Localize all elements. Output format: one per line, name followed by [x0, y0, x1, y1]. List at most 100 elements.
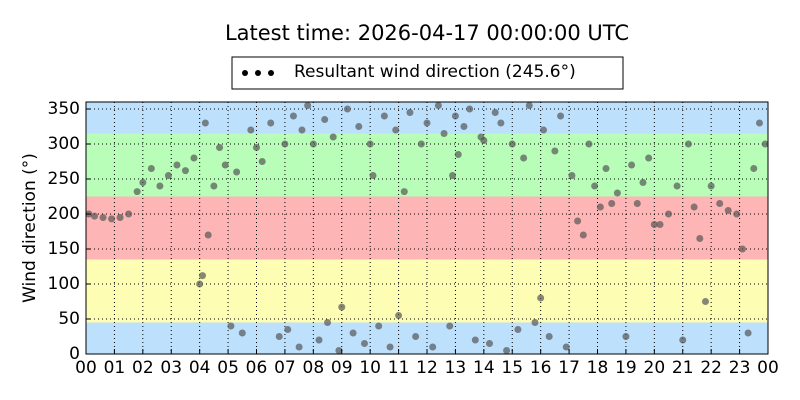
point — [540, 126, 548, 134]
y-axis-label: Wind direction (°) — [20, 153, 40, 303]
point — [386, 343, 394, 351]
point — [591, 182, 599, 190]
point — [503, 347, 511, 354]
point — [412, 333, 420, 340]
point — [508, 140, 516, 148]
point — [650, 221, 658, 228]
point — [744, 329, 752, 337]
x-tick-label: 10 — [359, 358, 381, 378]
point — [486, 340, 494, 347]
point — [125, 210, 133, 218]
point — [349, 329, 357, 337]
point — [738, 245, 746, 253]
point — [429, 343, 437, 351]
point — [679, 336, 687, 344]
point — [684, 140, 692, 148]
point — [449, 172, 457, 179]
bands — [86, 102, 768, 354]
point — [574, 217, 582, 225]
chart-title: Latest time: 2026-04-17 00:00:00 UTC — [225, 21, 629, 45]
x-tick-label: 08 — [303, 358, 325, 378]
point — [267, 119, 275, 127]
point — [417, 140, 425, 148]
legend-label: Resultant wind direction (245.6°) — [294, 62, 576, 82]
point — [275, 333, 283, 340]
point — [147, 165, 155, 172]
point — [520, 154, 528, 162]
point — [355, 123, 363, 130]
ticks: 0 50 100 150 200 250 300 350 00 01 02 03 04 05 06 07 08 0… — [48, 99, 779, 378]
point — [639, 179, 647, 186]
point — [321, 116, 329, 123]
point — [201, 119, 209, 127]
point — [716, 200, 724, 207]
x-tick-label: 11 — [388, 358, 410, 378]
x-tick-label: 22 — [700, 358, 722, 378]
point — [579, 231, 587, 239]
point — [525, 102, 533, 109]
point — [375, 322, 383, 330]
x-tick-label: 00 — [757, 358, 779, 378]
plot-frame — [85, 101, 769, 355]
point — [562, 343, 570, 351]
x-tick-label: 07 — [274, 358, 296, 378]
point — [440, 130, 448, 137]
point — [701, 298, 709, 305]
point — [338, 303, 346, 311]
point — [392, 126, 400, 134]
point — [247, 126, 255, 134]
point — [665, 210, 673, 218]
point — [298, 126, 306, 134]
point — [537, 294, 545, 302]
x-tick-label: 19 — [615, 358, 637, 378]
point — [281, 140, 289, 148]
band — [86, 102, 768, 134]
x-tick-label: 23 — [729, 358, 751, 378]
point — [199, 272, 207, 280]
x-tick-label: 16 — [530, 358, 552, 378]
legend-marker — [255, 70, 261, 76]
x-tick-label: 13 — [445, 358, 467, 378]
point — [253, 144, 260, 151]
point — [99, 214, 107, 221]
point — [514, 326, 522, 333]
x-tick-label: 15 — [501, 358, 523, 378]
point — [233, 168, 241, 176]
x-tick-label: 06 — [246, 358, 268, 378]
point — [309, 140, 317, 148]
point — [460, 123, 468, 130]
point — [116, 214, 124, 221]
point — [400, 188, 408, 196]
x-tick-label: 18 — [587, 358, 609, 378]
y-tick-label: 150 — [48, 239, 80, 259]
x-tick-label: 21 — [672, 358, 694, 378]
point — [324, 319, 332, 326]
point — [545, 333, 553, 340]
legend-box — [231, 56, 624, 90]
y-tick-label: 100 — [48, 274, 80, 294]
point — [284, 326, 292, 333]
y-tick-label: 350 — [48, 99, 80, 119]
x-tick-label: 05 — [217, 358, 239, 378]
point — [608, 200, 616, 207]
point — [380, 112, 388, 120]
point — [750, 165, 758, 172]
point — [696, 235, 704, 242]
y-tick-label: 250 — [48, 169, 80, 189]
point — [645, 154, 653, 162]
point — [329, 133, 337, 141]
point — [216, 144, 224, 151]
point — [164, 172, 172, 179]
point — [108, 215, 116, 223]
y-tick-label: 50 — [58, 309, 80, 329]
x-tick-label: 04 — [189, 358, 211, 378]
point — [733, 210, 741, 218]
point — [335, 347, 343, 354]
x-tick-label: 01 — [104, 358, 126, 378]
point — [451, 112, 459, 120]
x-tick-label: 20 — [644, 358, 666, 378]
point — [156, 182, 164, 190]
point — [360, 340, 368, 347]
point — [491, 109, 499, 116]
point — [395, 312, 403, 319]
